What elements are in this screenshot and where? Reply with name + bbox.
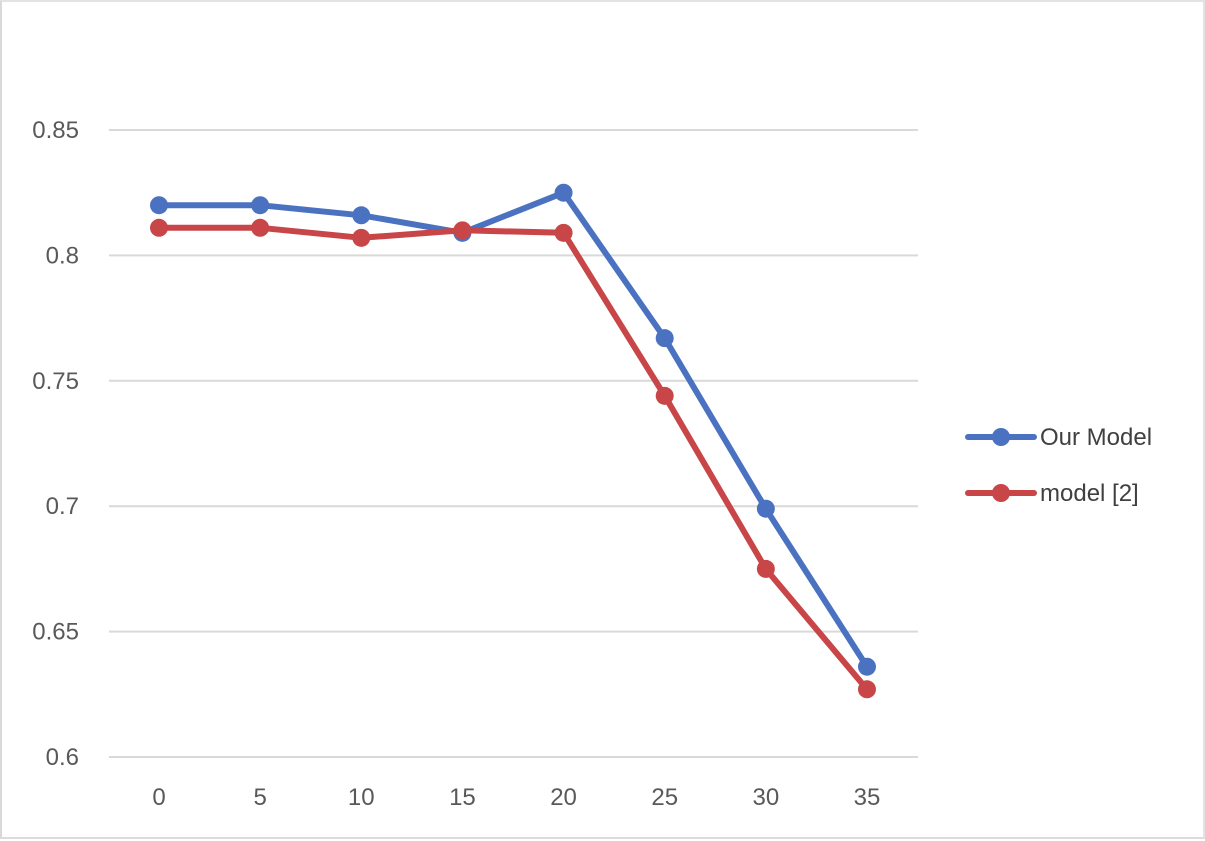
x-tick-label: 25 xyxy=(651,784,678,811)
y-tick-label: 0.8 xyxy=(46,242,79,269)
legend: Our Model model [2] xyxy=(965,424,1152,507)
series-1-point xyxy=(352,206,371,225)
series-1-point xyxy=(554,183,573,202)
series-2-point xyxy=(352,228,371,247)
y-axis-tick-labels: 0.6 0.65 0.7 0.75 0.8 0.85 xyxy=(32,117,79,771)
x-axis-tick-labels: 0 5 10 15 20 25 30 35 xyxy=(152,784,880,811)
series-2-line xyxy=(156,224,870,693)
series-1-point xyxy=(655,329,674,348)
series-2-point xyxy=(251,218,270,237)
x-tick-label: 0 xyxy=(152,784,165,811)
y-tick-label: 0.85 xyxy=(32,117,79,144)
y-tick-label: 0.6 xyxy=(46,744,79,771)
y-tick-label: 0.7 xyxy=(46,493,79,520)
x-tick-label: 10 xyxy=(348,784,375,811)
legend-marker-swatch xyxy=(992,428,1010,446)
legend-item: Our Model xyxy=(965,424,1152,451)
x-tick-label: 35 xyxy=(854,784,881,811)
series-2-point xyxy=(655,386,674,405)
x-tick-label: 15 xyxy=(449,784,476,811)
series-1 xyxy=(150,183,876,676)
legend-label: Our Model xyxy=(1040,424,1152,451)
series-2-point xyxy=(756,559,775,578)
series-1-point xyxy=(251,196,270,215)
y-tick-label: 0.65 xyxy=(32,619,79,646)
series-1-point xyxy=(150,196,168,215)
x-tick-label: 30 xyxy=(752,784,779,811)
series-2-point xyxy=(554,223,573,242)
x-tick-label: 20 xyxy=(550,784,577,811)
series-1-point xyxy=(756,499,775,518)
legend-item: model [2] xyxy=(965,480,1139,507)
series-2-point xyxy=(857,680,876,699)
series-2-point xyxy=(150,218,168,237)
series-2-point xyxy=(453,221,472,240)
x-tick-label: 5 xyxy=(253,784,266,811)
series-group xyxy=(150,183,876,699)
series-1-point xyxy=(857,657,876,676)
series-1-line xyxy=(156,189,870,670)
legend-label: model [2] xyxy=(1040,480,1139,507)
y-tick-label: 0.75 xyxy=(32,368,79,395)
legend-marker-swatch xyxy=(992,484,1010,502)
gridlines xyxy=(109,129,918,758)
series-2 xyxy=(150,218,876,699)
